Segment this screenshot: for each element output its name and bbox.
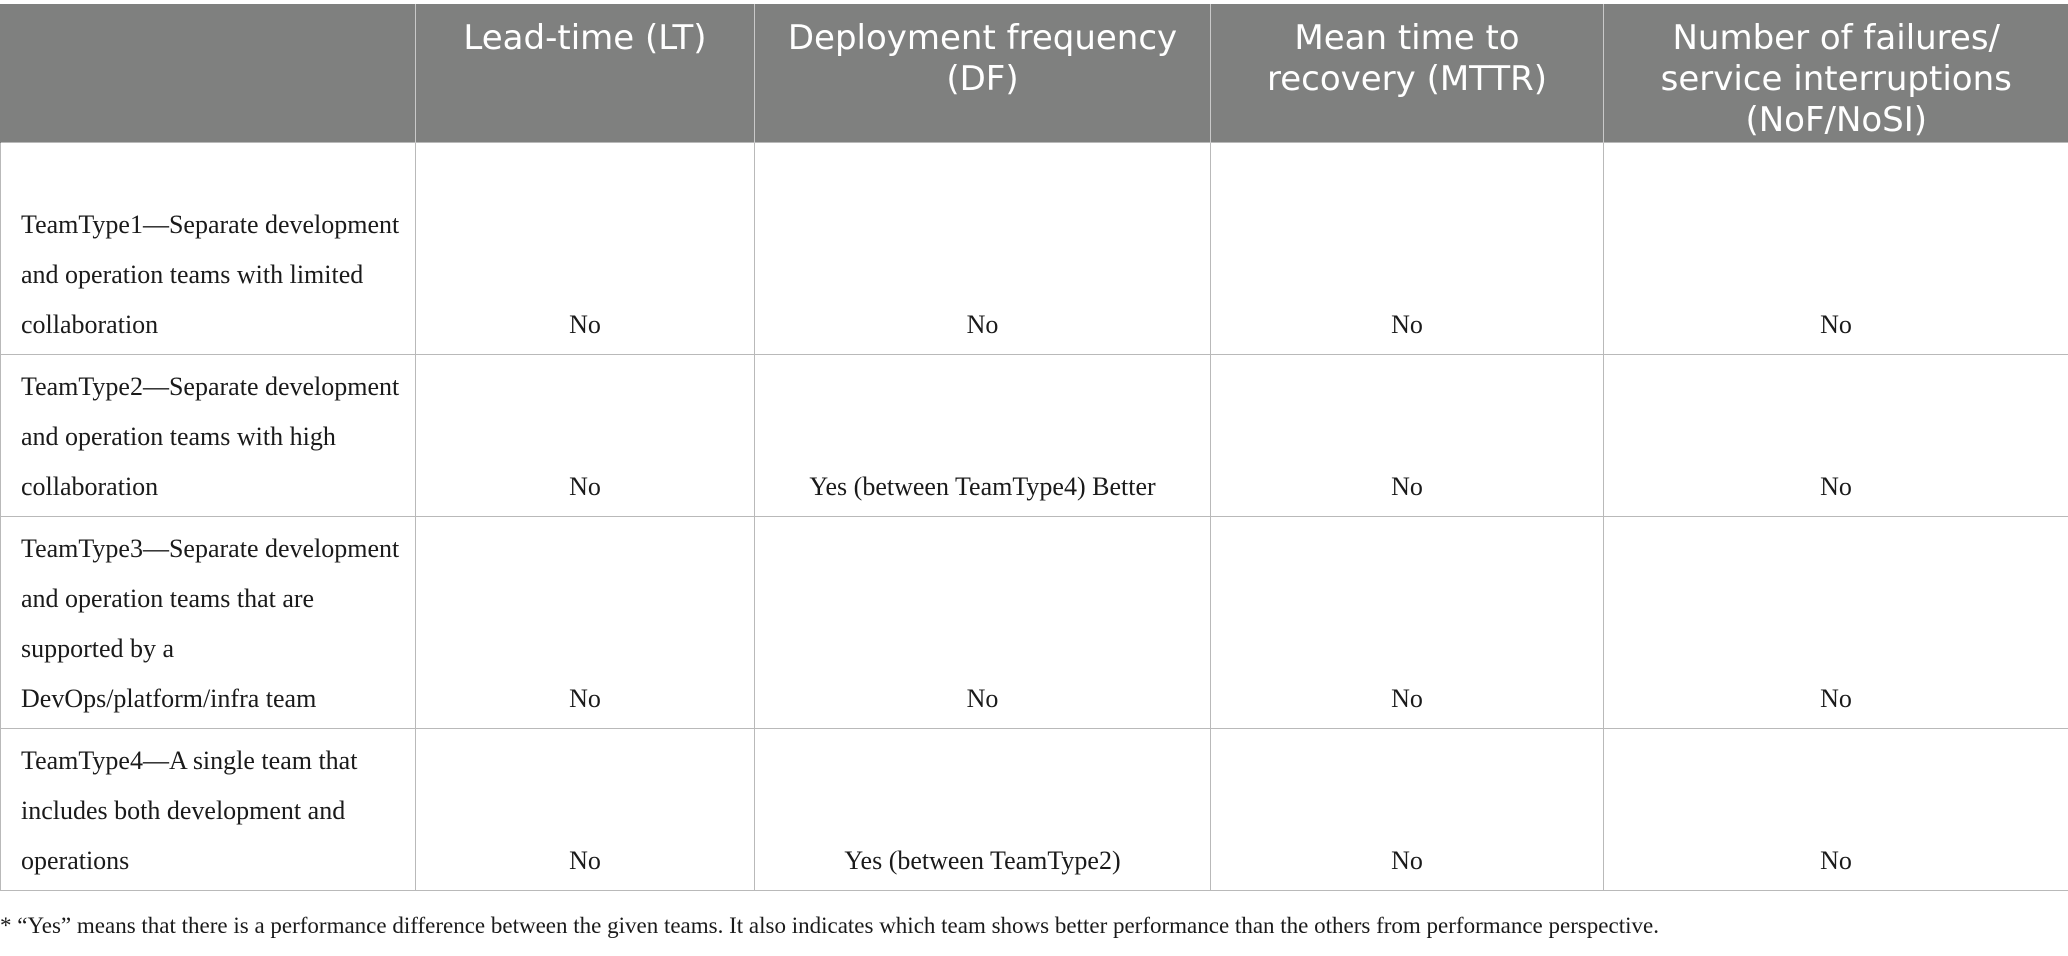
results-table-container: Lead-time (LT) Deployment frequency (DF)…: [0, 4, 2068, 891]
cell-lead-time: No: [415, 353, 755, 517]
cell-lead-time: No: [415, 141, 755, 355]
header-empty: [0, 4, 416, 142]
table-row: TeamType3—Separate development and opera…: [0, 515, 2068, 729]
table-header-row: Lead-time (LT) Deployment frequency (DF)…: [0, 4, 2068, 142]
cell-mttr: No: [1210, 515, 1604, 729]
table-row: TeamType4—A single team that includes bo…: [0, 727, 2068, 891]
cell-mttr: No: [1210, 141, 1604, 355]
cell-failures: No: [1603, 353, 2068, 517]
table-footnote: * “Yes” means that there is a performanc…: [0, 913, 1659, 938]
team-comparison-table: Lead-time (LT) Deployment frequency (DF)…: [0, 4, 2068, 891]
table-row: TeamType2—Separate development and opera…: [0, 353, 2068, 517]
row-team-label: TeamType4—A single team that includes bo…: [0, 727, 416, 891]
header-deployment-frequency: Deployment frequency (DF): [754, 4, 1211, 142]
cell-deployment-frequency: Yes (between TeamType4) Better: [754, 353, 1211, 517]
cell-lead-time: No: [415, 727, 755, 891]
cell-mttr: No: [1210, 727, 1604, 891]
cell-deployment-frequency: No: [754, 515, 1211, 729]
cell-failures: No: [1603, 515, 2068, 729]
row-team-label: TeamType2—Separate development and opera…: [0, 353, 416, 517]
header-lead-time: Lead-time (LT): [415, 4, 755, 142]
cell-lead-time: No: [415, 515, 755, 729]
cell-deployment-frequency: No: [754, 141, 1211, 355]
row-team-label: TeamType1—Separate development and opera…: [0, 141, 416, 355]
cell-failures: No: [1603, 727, 2068, 891]
table-row: TeamType1—Separate development and opera…: [0, 141, 2068, 355]
row-team-label: TeamType3—Separate development and opera…: [0, 515, 416, 729]
cell-mttr: No: [1210, 353, 1604, 517]
header-failures: Number of failures/ service interruption…: [1603, 4, 2068, 142]
cell-failures: No: [1603, 141, 2068, 355]
cell-deployment-frequency: Yes (between TeamType2): [754, 727, 1211, 891]
header-mttr: Mean time to recovery (MTTR): [1210, 4, 1604, 142]
